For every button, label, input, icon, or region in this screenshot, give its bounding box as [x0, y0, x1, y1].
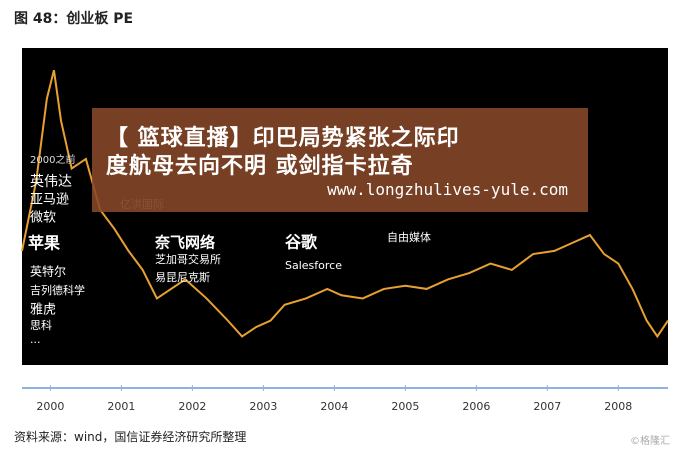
headline: 度航母去向不明 或剑指卡拉奇	[106, 154, 414, 179]
annotation: 吉列德科学	[30, 283, 85, 297]
annotation: 谷歌	[285, 233, 318, 252]
annotation: 英特尔	[30, 264, 66, 279]
x-tick-label: 2001	[107, 400, 135, 413]
annotation: 雅虎	[30, 303, 56, 318]
x-tick-label: 2003	[249, 400, 277, 413]
x-tick-label: 2006	[462, 400, 490, 413]
annotation: 微软	[30, 211, 56, 226]
annotation: 芝加哥交易所	[155, 252, 221, 266]
x-tick-label: 2005	[391, 400, 419, 413]
annotation: 苹果	[28, 234, 60, 253]
annotation: 易昆尼克斯	[155, 271, 210, 284]
x-tick-label: 2007	[533, 400, 561, 413]
annotation: 思科	[30, 318, 52, 332]
annotation: ...	[30, 333, 41, 346]
url: www.longzhulives-yule.com	[327, 180, 568, 199]
annotation: 自由媒体	[387, 230, 431, 244]
annotation: 亚马逊	[30, 193, 69, 208]
watermark: ©格隆汇	[630, 436, 670, 447]
annotation: 奈飞网络	[154, 234, 215, 252]
x-tick-label: 2002	[178, 400, 206, 413]
x-tick-label: 2000	[36, 400, 64, 413]
annotation: Salesforce	[285, 259, 342, 272]
headline: 【 篮球直播】印巴局势紧张之际印	[106, 126, 460, 151]
annotation: 英伟达	[30, 173, 72, 190]
annotation: 2000之前	[30, 153, 75, 166]
figure-title: 图 48：创业板 PE	[14, 11, 134, 27]
source: 资料来源：wind，国信证券经济研究所整理	[14, 430, 247, 444]
x-tick-label: 2004	[320, 400, 348, 413]
overlay-banner: 【 篮球直播】印巴局势紧张之际印 度航母去向不明 或剑指卡拉奇 www.long…	[92, 108, 588, 212]
x-tick-label: 2008	[604, 400, 632, 413]
